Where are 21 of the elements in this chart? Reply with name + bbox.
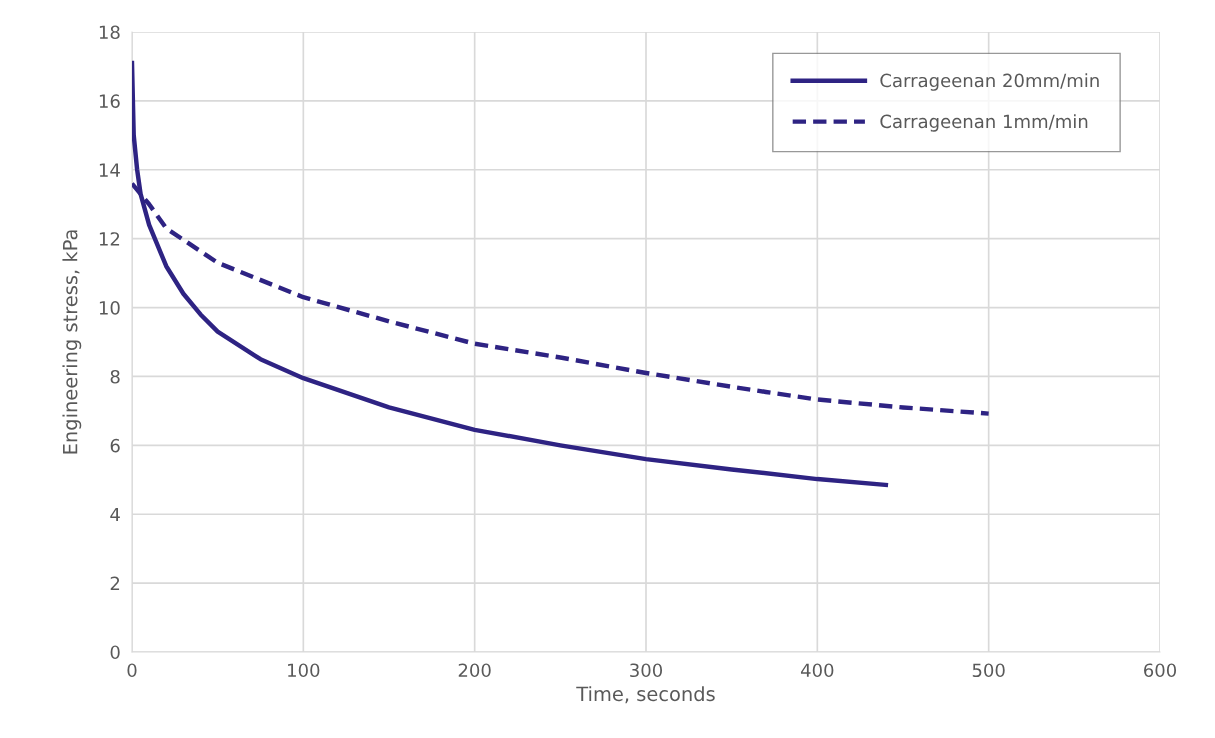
y-tick-label: 8 bbox=[110, 369, 120, 384]
y-tick-label: 2 bbox=[110, 576, 120, 590]
legend-label: Carrageenan 1mm/min bbox=[880, 114, 1088, 132]
y-tick-label: 16 bbox=[99, 94, 120, 109]
legend-label: Carrageenan 20mm/min bbox=[880, 73, 1099, 91]
y-tick-label: 6 bbox=[110, 438, 120, 453]
y-tick-label: 12 bbox=[99, 232, 120, 246]
y-tick-label: 4 bbox=[110, 507, 120, 522]
x-tick-label: 600 bbox=[1144, 663, 1177, 678]
y-tick-label: 10 bbox=[99, 301, 120, 315]
x-tick-label: 100 bbox=[288, 663, 320, 678]
x-axis-title: Time, seconds bbox=[576, 686, 715, 704]
x-tick-label: 300 bbox=[630, 663, 663, 678]
y-tick-label: 0 bbox=[110, 645, 120, 660]
y-tick-label: 14 bbox=[99, 163, 120, 177]
x-tick-label: 400 bbox=[800, 663, 834, 678]
x-tick-label: 0 bbox=[127, 663, 137, 678]
y-axis-title: Engineering stress, kPa bbox=[62, 230, 82, 454]
x-tick-label: 500 bbox=[972, 663, 1005, 678]
y-tick-label: 18 bbox=[99, 25, 120, 40]
x-tick-label: 200 bbox=[458, 663, 491, 678]
